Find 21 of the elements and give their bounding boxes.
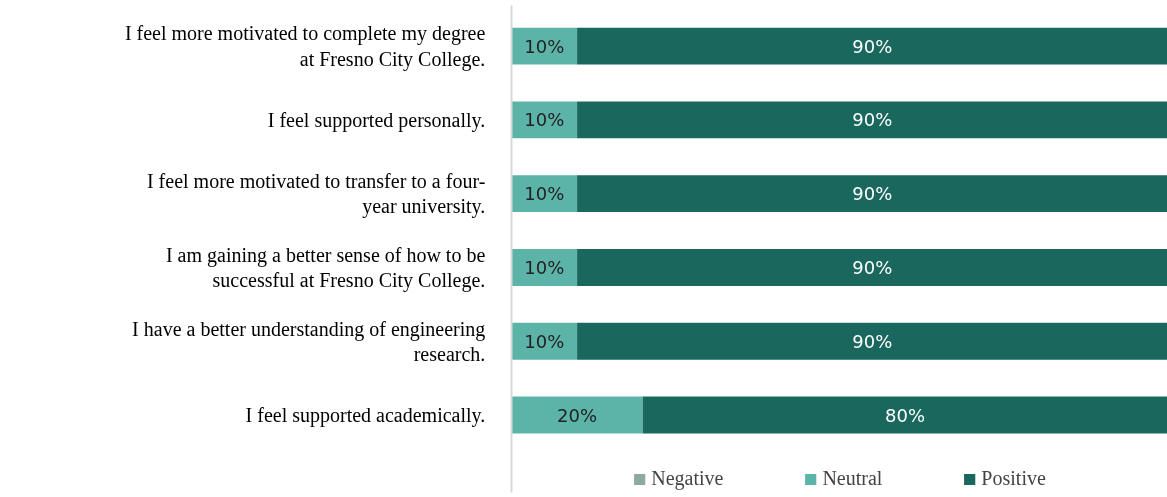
- y-tick-label: I am gaining a better sense of how to be successful at Fresno City College.: [165, 243, 486, 293]
- data-label: 10%: [524, 256, 565, 278]
- y-tick-label: I feel more motivated to complete my degree at Fresno City College.: [124, 22, 486, 71]
- data-label: 80%: [885, 404, 926, 426]
- legend-label: Negative: [651, 467, 724, 490]
- legend-label: Neutral: [822, 467, 883, 490]
- y-tick-label: I feel more motivated to transfer to a four-year university.: [146, 170, 486, 219]
- data-label: 90%: [852, 35, 893, 57]
- data-label: 90%: [852, 256, 893, 278]
- data-label: 90%: [852, 183, 893, 205]
- y-tick-label: I have a better understanding of engineering research.: [132, 317, 486, 365]
- data-label: 10%: [524, 109, 565, 131]
- data-label: 90%: [852, 330, 893, 352]
- data-label: 10%: [524, 183, 565, 205]
- data-label: 90%: [852, 109, 893, 131]
- y-tick-label: I feel supported personally.: [267, 108, 486, 132]
- legend-label: Positive: [981, 467, 1046, 490]
- data-label: 20%: [557, 404, 598, 426]
- y-tick-label: I feel supported academically.: [245, 404, 486, 428]
- data-label: 10%: [524, 35, 565, 57]
- data-label: 10%: [524, 330, 565, 352]
